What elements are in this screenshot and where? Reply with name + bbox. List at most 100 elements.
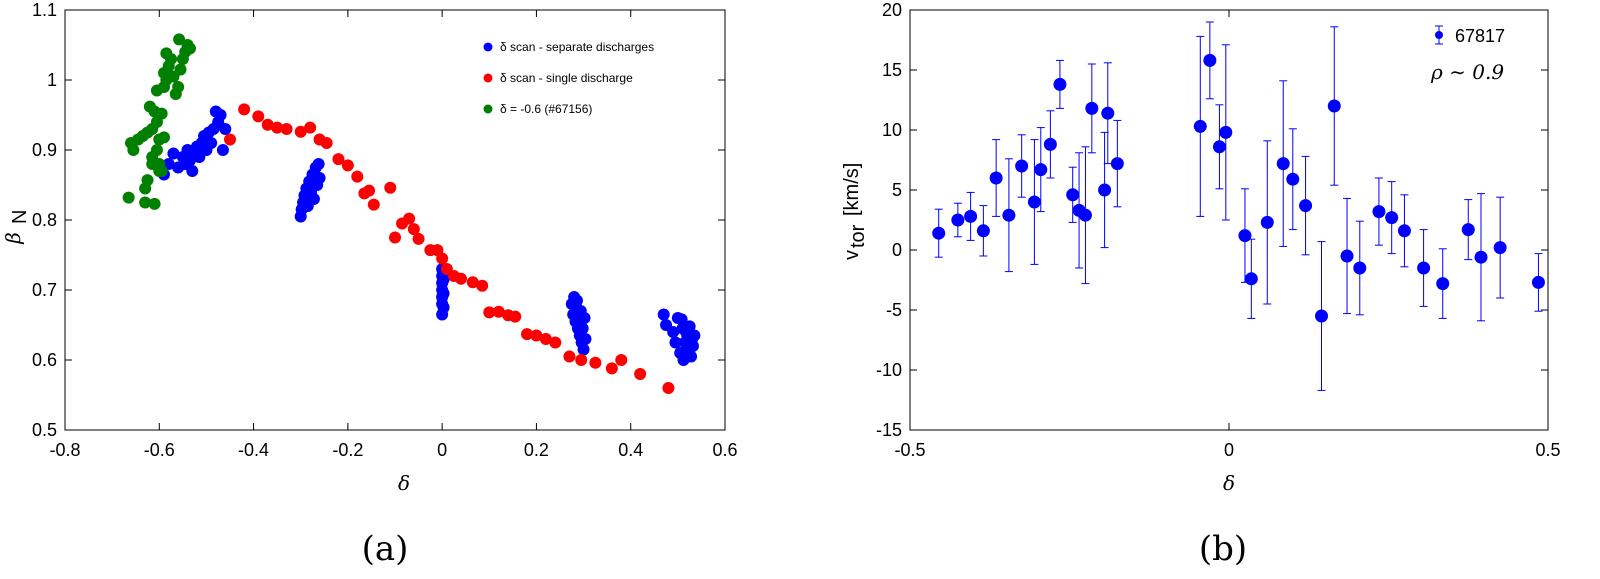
data-point-series-1 <box>436 252 449 265</box>
data-point-series-0 <box>989 171 1003 185</box>
y-tick-label: 0.9 <box>32 140 57 160</box>
panel-b-data-points <box>932 21 1545 391</box>
data-point-series-0 <box>1043 137 1057 151</box>
data-point-series-0 <box>312 158 325 170</box>
y-tick-label: 15 <box>882 60 902 80</box>
data-point-series-2 <box>158 131 170 144</box>
data-point-series-0 <box>1034 163 1048 177</box>
data-point-series-0 <box>1085 101 1099 115</box>
data-point-series-0 <box>1372 205 1386 219</box>
y-tick-label: 0 <box>892 240 902 260</box>
data-point-series-0 <box>219 123 232 135</box>
data-point-series-0 <box>657 308 670 321</box>
y-tick-label: 20 <box>882 0 902 20</box>
data-point-series-0 <box>951 213 965 227</box>
data-point-series-0 <box>932 226 946 240</box>
data-point-series-1 <box>280 123 293 135</box>
data-point-series-0 <box>1244 272 1258 286</box>
data-point-series-1 <box>530 329 543 342</box>
data-point-series-0 <box>675 313 688 326</box>
data-point-series-0 <box>437 287 450 300</box>
data-point-series-0 <box>1078 208 1092 222</box>
data-point-series-0 <box>437 273 450 286</box>
panel-a-chart: -0.8 -0.6 -0.4 -0.2 0 0.2 0.4 0.6 0.5 0.6 0.7 0.8 0.… <box>1 0 738 569</box>
x-tick-label: -0.2 <box>332 440 363 460</box>
rho-annotation: ρ ∼ 0.9 <box>1430 60 1504 84</box>
data-point-series-0 <box>214 109 227 121</box>
data-point-series-0 <box>1340 249 1354 263</box>
data-point-series-0 <box>570 294 583 307</box>
panel-a-legend: δ scan - separate discharges δ scan - si… <box>483 40 654 116</box>
data-point-series-2 <box>183 42 196 55</box>
x-tick-label: 0.4 <box>618 440 643 460</box>
panel-a-y-axis-subscript: N <box>9 210 31 224</box>
panel-b-y-axis-subscript: tor <box>847 224 869 248</box>
data-point-series-1 <box>351 170 364 183</box>
data-point-series-0 <box>577 343 590 356</box>
panel-b-y-axis-unit: [km/s] <box>841 163 863 216</box>
data-point-series-0 <box>579 333 592 345</box>
y-tick-label: 0.5 <box>32 420 57 440</box>
data-point-series-0 <box>437 301 450 314</box>
x-tick-label: 0.2 <box>524 440 549 460</box>
data-point-series-0 <box>680 326 693 338</box>
data-point-series-0 <box>1219 125 1233 139</box>
data-point-series-0 <box>1461 223 1475 237</box>
panel-a-y-axis-label: β <box>1 232 25 245</box>
data-point-series-0 <box>1193 119 1207 133</box>
data-point-series-1 <box>476 279 489 292</box>
data-point-series-1 <box>304 121 317 134</box>
data-point-series-0 <box>976 224 990 238</box>
y-tick-label: 0.6 <box>32 350 57 370</box>
panel-b-legend: 67817 ρ ∼ 0.9 <box>1430 25 1505 84</box>
data-point-series-1 <box>389 231 401 244</box>
data-point-series-1 <box>238 103 251 116</box>
data-point-series-1 <box>662 382 675 394</box>
data-point-series-0 <box>1101 106 1115 120</box>
y-tick-label: 0.8 <box>32 210 57 230</box>
data-point-series-2 <box>141 174 154 187</box>
data-point-series-0 <box>313 172 326 184</box>
data-point-series-1 <box>634 368 647 380</box>
x-tick-label: 0 <box>1224 440 1234 460</box>
x-tick-label: -0.8 <box>49 440 80 460</box>
data-point-series-0 <box>1276 157 1290 171</box>
panel-a-x-axis-label: δ <box>398 471 410 495</box>
legend-label-67156: δ = -0.6 (#67156) <box>500 102 592 116</box>
x-tick-label: -0.4 <box>238 440 269 460</box>
data-point-series-1 <box>407 223 420 236</box>
data-point-series-1 <box>615 354 628 366</box>
y-tick-label: 1.1 <box>32 0 57 20</box>
y-tick-label: 1 <box>47 70 57 90</box>
data-point-series-0 <box>686 340 699 352</box>
data-point-series-0 <box>1098 183 1112 197</box>
legend-label-separate: δ scan - separate discharges <box>500 40 654 54</box>
data-point-series-1 <box>563 350 576 363</box>
data-point-series-2 <box>155 107 168 120</box>
data-point-series-2 <box>150 144 163 156</box>
panel-a-data-points <box>122 33 701 394</box>
data-point-series-1 <box>509 310 522 323</box>
data-point-series-0 <box>1015 159 1029 173</box>
data-point-series-0 <box>1053 77 1067 91</box>
data-point-series-1 <box>492 305 505 318</box>
data-point-series-0 <box>964 209 978 223</box>
data-point-series-1 <box>367 198 380 211</box>
data-point-series-1 <box>412 232 425 245</box>
data-point-series-1 <box>341 159 354 172</box>
data-point-series-1 <box>252 110 265 123</box>
panel-a-caption: (a) <box>362 529 409 569</box>
data-point-series-0 <box>1353 261 1367 275</box>
data-point-series-0 <box>205 137 218 149</box>
data-point-series-0 <box>685 350 698 363</box>
y-tick-label: -5 <box>886 300 902 320</box>
panel-a-y-axis-label-group: β N <box>1 210 31 245</box>
data-point-series-0 <box>307 193 320 205</box>
y-tick-label: -10 <box>876 360 902 380</box>
legend-label-single: δ scan - single discharge <box>500 71 633 85</box>
data-point-series-0 <box>1299 199 1313 213</box>
data-point-series-2 <box>122 191 135 204</box>
data-point-series-1 <box>483 306 496 319</box>
